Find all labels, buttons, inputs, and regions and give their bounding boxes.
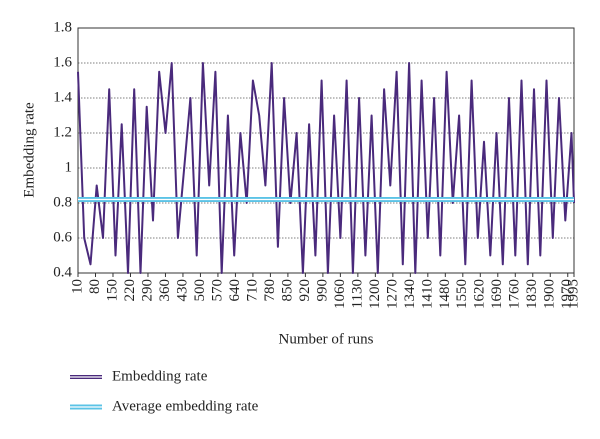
y-axis-label: Embedding rate [21,102,37,198]
x-tick-label: 990 [314,279,330,302]
x-tick-label: 570 [209,279,225,302]
y-tick-label: 1.4 [53,89,72,105]
legend-label: Embedding rate [112,368,208,384]
x-tick-label: 500 [192,279,208,302]
x-tick-label: 1900 [542,279,558,309]
x-tick-label: 710 [244,279,260,302]
x-axis-label: Number of runs [279,331,374,347]
x-tick-label: 430 [174,279,190,302]
x-tick-label: 920 [297,279,313,302]
x-tick-label: 10 [69,279,85,294]
x-tick-label: 1550 [454,279,470,309]
x-tick-label: 80 [87,279,103,294]
y-tick-label: 1.6 [53,54,72,70]
x-tick-label: 1130 [349,279,365,308]
x-tick-label: 290 [139,279,155,302]
x-tick-label: 150 [104,279,120,302]
y-tick-label: 0.6 [53,229,72,245]
x-tick-label: 1690 [489,279,505,309]
x-tick-label: 850 [279,279,295,302]
y-tick-label: 1 [65,159,73,175]
x-tick-label: 780 [262,279,278,302]
plot-frame [77,27,575,274]
x-tick-label: 1410 [419,279,435,309]
y-tick-label: 0.8 [53,194,72,210]
legend-label: Average embedding rate [112,398,259,414]
x-tick-label: 640 [227,279,243,302]
y-tick-label: 0.4 [53,264,72,280]
x-tick-label: 1270 [384,279,400,309]
x-tick-label: 1830 [524,279,540,309]
series-line [77,62,575,274]
x-tick-label: 1970 [559,279,575,309]
x-tick-label: 1760 [507,279,523,309]
x-tick-label: 220 [122,279,138,302]
y-tick-label: 1.2 [53,124,72,140]
x-tick-label: 360 [157,279,173,302]
x-tick-label: 1060 [332,279,348,309]
x-tick-label: 1620 [472,279,488,309]
x-tick-label: 1480 [437,279,453,309]
x-tick-label: 1995 [565,279,581,309]
x-tick-label: 1340 [402,279,418,309]
x-tick-label: 1200 [367,279,383,309]
y-tick-label: 1.8 [53,19,72,35]
